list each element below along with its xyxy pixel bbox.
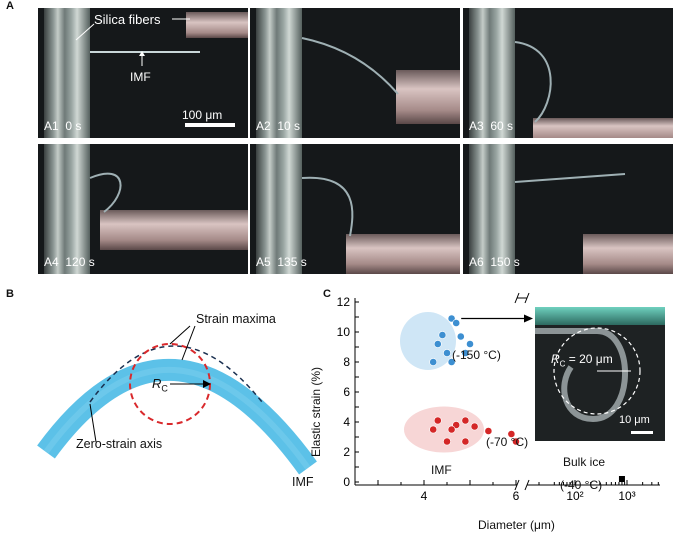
- rc-label: RC: [152, 376, 168, 394]
- data-point-70c: [461, 437, 470, 446]
- data-point-70c: [461, 416, 470, 425]
- y-axis-label: Elastic strain (%): [309, 366, 323, 458]
- bulk-ice-temp: (-40 °C): [560, 478, 603, 492]
- data-point-150c: [429, 358, 438, 366]
- group-70-label: (-70 °C): [486, 435, 529, 449]
- data-point-70c: [429, 425, 438, 434]
- x-tick-label: 4: [421, 489, 428, 503]
- x-axis-label: Diameter (μm): [478, 518, 555, 532]
- frame-a2: [250, 8, 460, 138]
- data-point-150c: [433, 340, 442, 348]
- y-tick-label: 12: [337, 295, 351, 309]
- frame-a4-label: A4 120 s: [44, 255, 95, 269]
- data-point-70c: [484, 427, 493, 435]
- group-150-label: (-150 °C): [452, 348, 501, 362]
- panel-a-label: A: [6, 0, 14, 12]
- zero-strain-axis-label: Zero-strain axis: [76, 437, 163, 451]
- x-tick-label: 6: [513, 489, 520, 503]
- y-tick-label: 8: [343, 355, 350, 369]
- frame-a1-label: A1 0 s: [44, 119, 82, 133]
- panel-a-arrows: [75, 18, 190, 66]
- y-tick-label: 6: [343, 385, 350, 399]
- group-70-region: [404, 406, 484, 453]
- frame-a6-label: A6 150 s: [469, 255, 520, 269]
- strain-maxima-label: Strain maxima: [196, 312, 276, 326]
- y-tick-label: 4: [343, 415, 350, 429]
- data-point-70c: [447, 425, 456, 434]
- imf-label-c: IMF: [431, 463, 452, 477]
- imf-label-a: IMF: [130, 70, 151, 84]
- data-point-70c: [507, 430, 516, 438]
- data-point-bulk-ice: [618, 476, 625, 482]
- data-point-150c: [447, 358, 456, 366]
- data-point-150c: [438, 331, 447, 339]
- frame-a3-label: A3 60 s: [469, 119, 514, 133]
- frame-a4: [38, 144, 248, 274]
- imf-fiber: [37, 359, 317, 475]
- axis-break-mark: [514, 479, 520, 491]
- data-point-150c: [461, 349, 470, 357]
- x-tick-label: 10²: [566, 489, 583, 503]
- y-tick-label: 10: [337, 325, 351, 339]
- axis-break-mark: [524, 479, 530, 491]
- data-point-150c: [466, 340, 474, 348]
- inset-scale-label: 10 μm: [619, 414, 650, 426]
- scale-bar: [185, 123, 235, 127]
- scale-label: 100 μm: [182, 108, 223, 122]
- data-point-150c: [443, 349, 451, 357]
- inset-rc-label: RC = 20 μm: [551, 352, 613, 369]
- x-tick-label: 10³: [618, 489, 635, 503]
- imf-label-b: IMF: [292, 475, 314, 489]
- data-point-70c: [443, 437, 451, 446]
- panel-b-diagram: [37, 325, 317, 475]
- panel-c-label: C: [323, 288, 331, 300]
- inset-micrograph: RC = 20 μm 10 μm: [535, 307, 665, 441]
- panel-b-label: B: [6, 288, 14, 300]
- data-point-70c: [433, 416, 442, 425]
- y-tick-label: 2: [343, 445, 350, 459]
- frame-a1: [38, 8, 248, 138]
- bulk-ice-label: Bulk ice: [563, 455, 606, 469]
- group-150-region: [400, 312, 456, 370]
- frame-a5: [250, 144, 460, 274]
- silica-fibers-label: Silica fibers: [94, 12, 161, 27]
- data-point-70c: [512, 437, 520, 446]
- data-point-150c: [456, 332, 465, 341]
- data-point-150c: [452, 319, 461, 327]
- data-point-70c: [470, 422, 479, 431]
- frame-a2-label: A2 10 s: [256, 119, 301, 133]
- inset-arrow-head: [524, 314, 533, 323]
- frame-a3: [463, 8, 673, 138]
- y-tick-label: 0: [343, 475, 350, 489]
- frame-a6: [463, 144, 673, 274]
- frame-a5-label: A5 135 s: [256, 255, 307, 269]
